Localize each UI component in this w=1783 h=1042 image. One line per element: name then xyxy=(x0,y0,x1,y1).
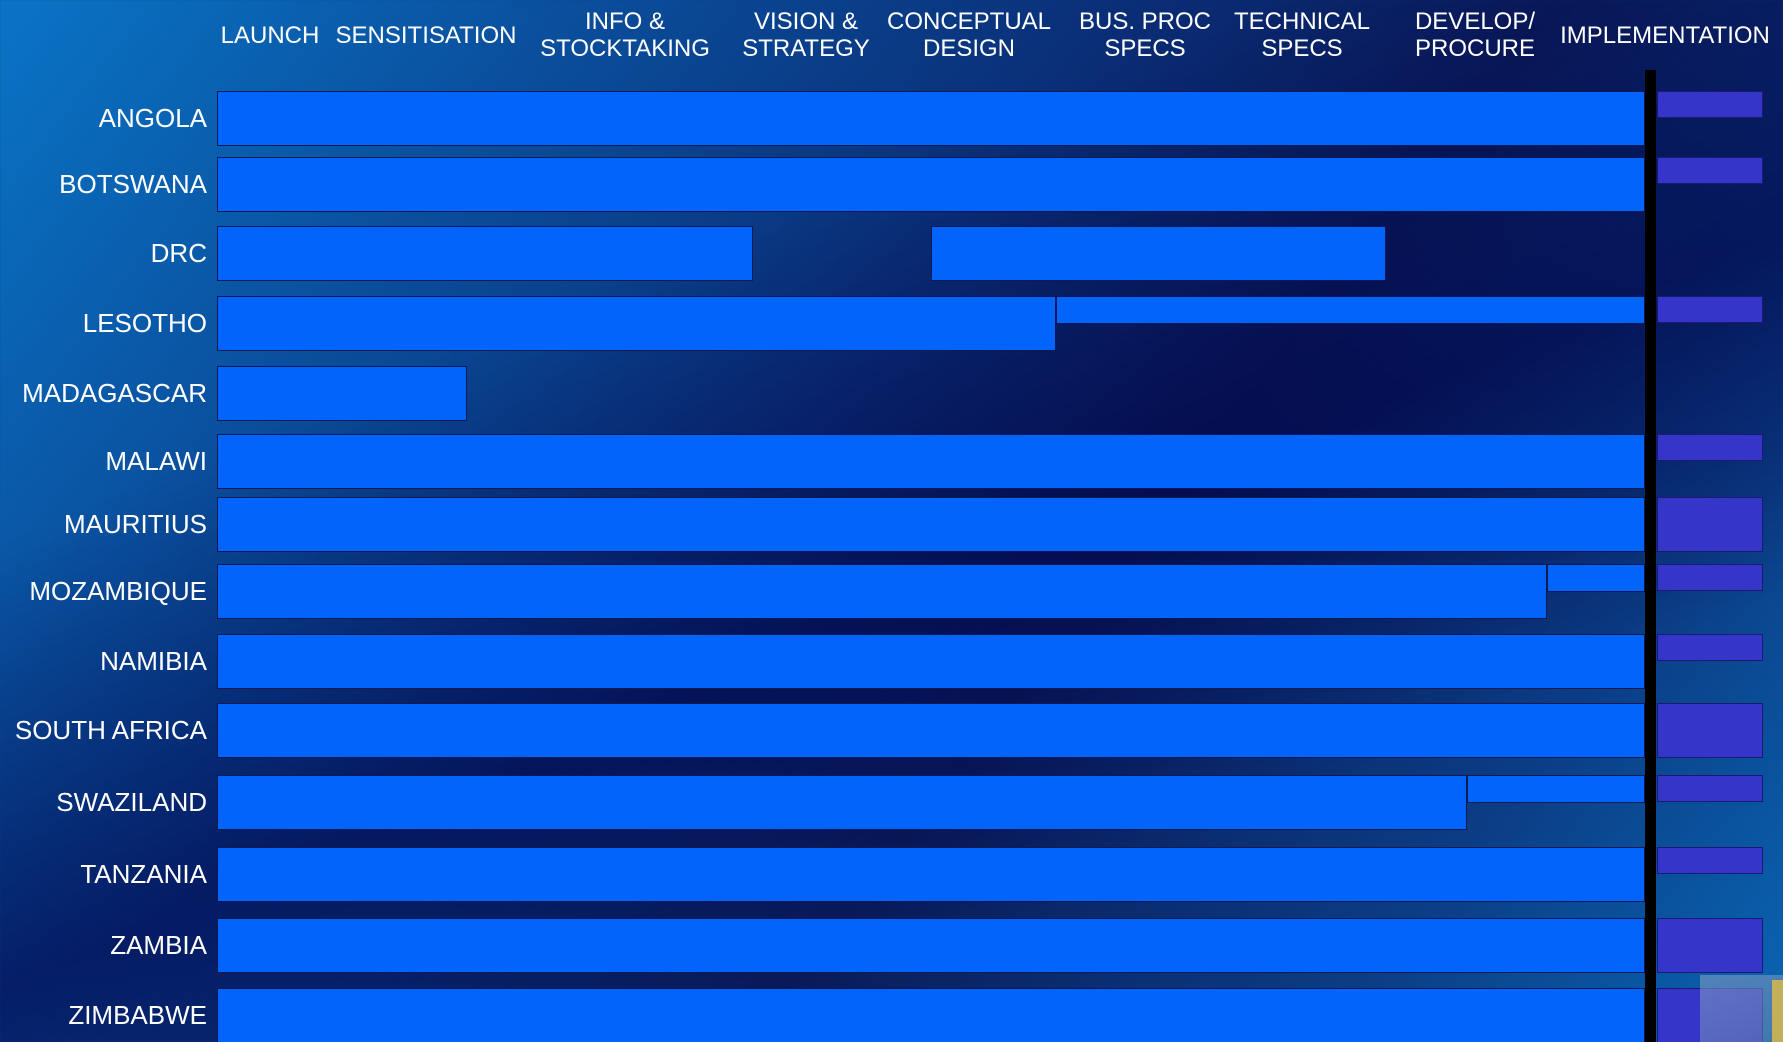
phase-label: LAUNCH xyxy=(220,21,320,49)
country-label: ZIMBABWE xyxy=(68,1000,207,1030)
progress-bar-segment xyxy=(217,226,753,281)
phase-label: DEVELOP/ PROCURE xyxy=(1414,8,1536,62)
progress-bar-segment xyxy=(1466,775,1645,803)
implementation-bar xyxy=(1657,918,1763,973)
progress-bar-segment xyxy=(217,703,1645,758)
phase-label: TECHNICAL SPECS xyxy=(1233,8,1371,62)
slide-corner-accent xyxy=(1772,980,1783,1042)
implementation-bar xyxy=(1657,775,1763,802)
country-label: SWAZILAND xyxy=(56,787,207,817)
progress-bar-segment xyxy=(217,847,1645,902)
progress-bar-segment xyxy=(217,988,1645,1042)
phase-label: INFO & STOCKTAKING xyxy=(540,8,710,62)
implementation-bar xyxy=(1657,497,1763,552)
implementation-bar xyxy=(1657,91,1763,118)
implementation-bar xyxy=(1657,564,1763,591)
implementation-bar xyxy=(1657,634,1763,661)
country-label: TANZANIA xyxy=(80,859,207,889)
progress-bar-segment xyxy=(931,226,1387,281)
phase-label: BUS. PROC SPECS xyxy=(1078,8,1212,62)
phase-label: VISION & STRATEGY xyxy=(742,8,870,62)
progress-bar-segment xyxy=(1546,564,1645,592)
implementation-bar xyxy=(1657,847,1763,874)
progress-bar-segment xyxy=(217,497,1645,552)
implementation-bar xyxy=(1657,296,1763,323)
progress-bar-segment xyxy=(217,775,1467,830)
phase-label: SENSITISATION xyxy=(335,21,517,49)
country-label: MAURITIUS xyxy=(64,509,207,539)
phase-label: IMPLEMENTATION xyxy=(1560,21,1770,49)
country-label: ANGOLA xyxy=(98,103,207,133)
progress-bar-segment xyxy=(217,564,1547,619)
country-label: MOZAMBIQUE xyxy=(29,576,207,606)
country-label: SOUTH AFRICA xyxy=(14,715,207,745)
progress-bar-segment xyxy=(217,434,1645,489)
country-label: BOTSWANA xyxy=(59,169,207,199)
country-label: MADAGASCAR xyxy=(22,378,207,408)
country-label: DRC xyxy=(150,238,207,268)
progress-bar-segment xyxy=(217,296,1056,351)
implementation-bar xyxy=(1657,434,1763,461)
progress-bar-segment xyxy=(217,157,1645,212)
implementation-bar xyxy=(1657,157,1763,184)
phase-label: CONCEPTUAL DESIGN xyxy=(886,8,1052,62)
country-label: MALAWI xyxy=(105,446,207,476)
progress-bar-segment xyxy=(217,91,1645,146)
progress-bar-segment xyxy=(217,918,1645,973)
slide-corner-decoration xyxy=(1700,975,1783,1042)
country-label: NAMIBIA xyxy=(100,646,207,676)
country-label: ZAMBIA xyxy=(110,930,207,960)
country-label: LESOTHO xyxy=(82,308,207,338)
progress-bar-segment xyxy=(217,366,467,421)
progress-bar-segment xyxy=(217,634,1645,689)
progress-bar-segment xyxy=(1055,296,1645,324)
implementation-bar xyxy=(1657,703,1763,758)
current-progress-line xyxy=(1645,70,1656,1042)
